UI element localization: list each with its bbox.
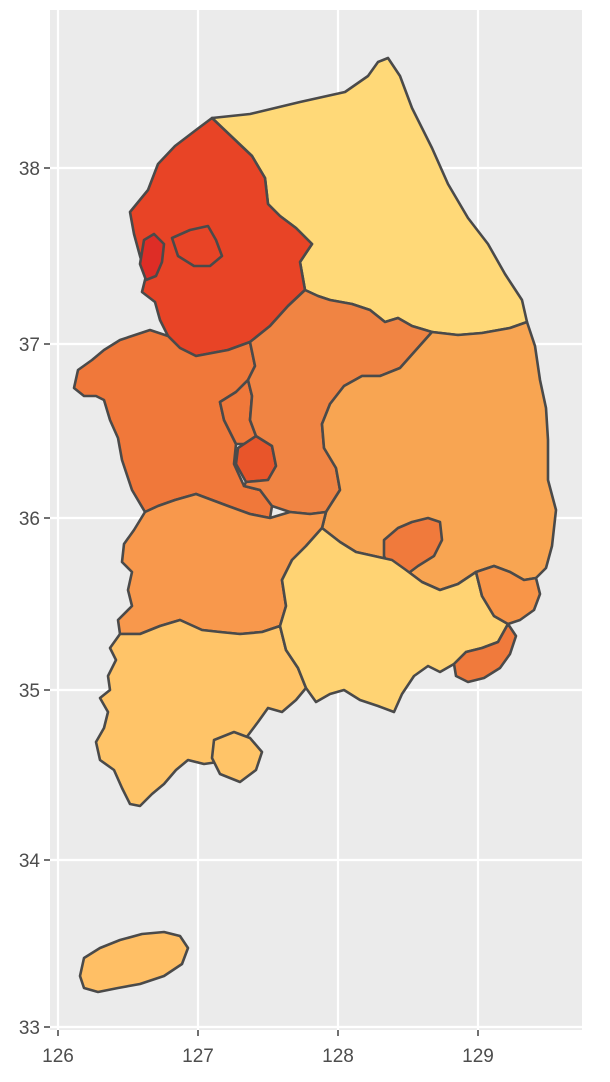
region-ulsan (474, 564, 542, 626)
region-seoul (138, 232, 166, 282)
regions (72, 56, 558, 994)
y-tick-label-38: 38 (19, 159, 40, 180)
region-busan (452, 622, 518, 684)
region-jeonnam-islands (210, 730, 264, 784)
region-incheon-inner (170, 224, 224, 268)
x-tick-label-127: 127 (182, 1046, 214, 1067)
axis-ticks (44, 167, 479, 1036)
y-tick-label-34: 34 (19, 851, 41, 872)
y-tick-label-37: 37 (19, 335, 40, 356)
x-tick-labels: 126 127 128 129 (42, 1046, 494, 1067)
y-tick-label-35: 35 (19, 681, 40, 702)
x-tick-label-128: 128 (322, 1046, 354, 1067)
y-tick-labels: 33 34 35 36 37 38 (19, 159, 41, 1039)
region-jeju (78, 930, 190, 994)
y-tick-label-33: 33 (19, 1018, 40, 1039)
region-jeonnam (94, 618, 308, 808)
y-tick-label-36: 36 (19, 509, 40, 530)
x-tick-label-129: 129 (462, 1046, 494, 1067)
x-tick-label-126: 126 (42, 1046, 74, 1067)
